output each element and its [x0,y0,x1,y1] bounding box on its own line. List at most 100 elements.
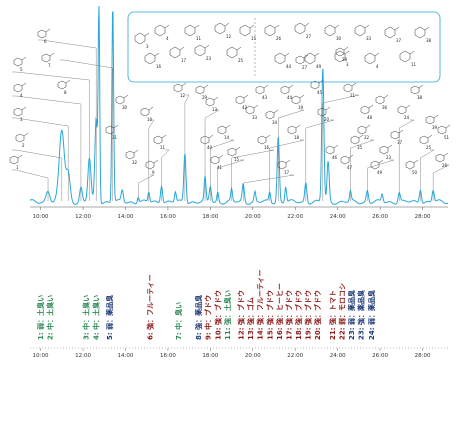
structure-ring [173,83,183,93]
peak-number-label: 26 [442,163,448,168]
inset-bond [236,46,242,51]
leader-line [148,119,155,201]
peak-structure: 46 [325,144,339,160]
leader-line [161,149,170,201]
structure-ring [37,29,47,39]
chromatogram-trace [29,5,449,205]
inset-number-label: 4 [166,36,169,41]
peak-structure: 32 [125,149,139,165]
structure-bond [21,56,27,61]
odor-annotation: 15: 強：ブドウ [265,290,274,340]
inset-structure: 37 [384,26,402,43]
peak-structure: 11 [153,134,167,150]
odor-tick-label: 16:00 [160,353,176,359]
peak-number-label: 18 [294,135,300,140]
peak-number-label: 27 [302,65,308,70]
structure-bond [133,149,139,154]
structure-ring [397,105,407,115]
structure-bond [325,106,331,111]
peak-number-label: 8 [64,90,67,95]
structure-ring [291,95,301,105]
peak-number-label: 46 [332,155,338,160]
chrom-x-ticks: 10:00 12:00 14:00 16:00 18:00 20:00 22:00 24:00… [33,207,431,220]
peak-number-label: 15 [234,157,240,162]
peak-structure: 37 [390,129,404,145]
peak-structure: 38 [410,84,424,100]
chrom-tick-label: 12:00 [75,214,91,220]
inset-number-label: 4 [376,64,379,69]
peak-number-label: 13 [212,107,218,112]
peak-number-label: 30 [122,105,128,110]
peak-structure: 44 [280,84,294,100]
inset-number-label: 15 [251,36,257,41]
inset-structure: 4 [154,24,170,41]
inset-bond [144,32,150,37]
leader-line [184,94,190,201]
inset-structure: 17 [169,46,187,63]
inset-number-label: 37 [396,38,402,43]
structure-ring [217,125,227,135]
odor-labels: 1: 弱：土臭い 2: 中：土臭い 3: 中：土臭い 4: 中：土臭い 5: 弱：薬品臭… [36,269,376,340]
peak-number-label: 25 [426,145,432,150]
peak-number-label: 7 [48,63,51,68]
chrom-tick-label: 22:00 [287,214,303,220]
inset-bond [204,44,210,49]
leader-line [367,159,395,201]
peak-number-label: 2 [22,143,25,148]
inset-bond [249,24,255,29]
inset-number-label: 16 [156,64,162,69]
structure-bond [225,124,231,129]
leader-line [350,139,375,201]
chromatogram-chart: 10:00 12:00 14:00 16:00 18:00 20:00 22:00 24:00… [9,5,451,220]
structure-ring [115,95,125,105]
leader-line [243,174,295,201]
leader-line [231,149,275,201]
structure-bond [358,134,364,139]
structure-bond [113,124,119,129]
chrom-leader-lines [12,39,450,201]
peak-structure: 49 [370,159,384,175]
peak-structure: 48 [360,104,374,120]
inset-number-label: 3 [146,44,149,49]
odor-annotation: 19: 強：ブドウ [303,290,312,340]
peak-structure: 12 [173,82,187,98]
inset-bond [164,24,170,29]
odor-annotation: 23: 強：薬品臭 [357,290,366,340]
structure-ring [419,135,429,145]
leader-line [305,119,335,201]
inset-number-label: 27 [306,34,312,39]
leader-line [278,109,305,201]
structure-ring [9,155,19,165]
peak-number-label: 1 [16,165,19,170]
inset-bond [409,50,415,55]
inset-ring [264,24,276,37]
inset-structure: 44 [274,52,292,69]
structure-ring [295,55,305,65]
odor-annotation: 14: 強：フルーティー [256,269,265,340]
leader-line [204,109,220,201]
odor-annotation: 18: 強：ブドウ [294,290,303,340]
structure-ring [257,135,267,145]
chrom-tick-label: 18:00 [202,214,218,220]
inset-bond [179,46,185,51]
leader-line [12,117,69,201]
leader-line [322,94,360,201]
inset-bond [334,24,340,29]
peak-structure: 14 [217,124,231,140]
odor-tick-label: 26:00 [372,353,388,359]
structure-bond [65,79,71,84]
peak-structure: 33 [245,104,259,120]
structure-bond [348,154,354,159]
structure-bond [288,84,294,89]
peak-structure: 20 [317,106,331,122]
peak-number-label: 14 [224,135,230,140]
peak-structure: 41 [210,154,224,170]
structure-bond [153,159,159,164]
structure-bond [49,52,55,57]
peak-structure: 50 [405,159,419,175]
inset-number-label: 44 [286,64,292,69]
peak-number-label: 43 [262,95,268,100]
inset-bond [154,52,160,57]
peak-structure: 19 [291,94,305,110]
structure-ring [195,85,205,95]
